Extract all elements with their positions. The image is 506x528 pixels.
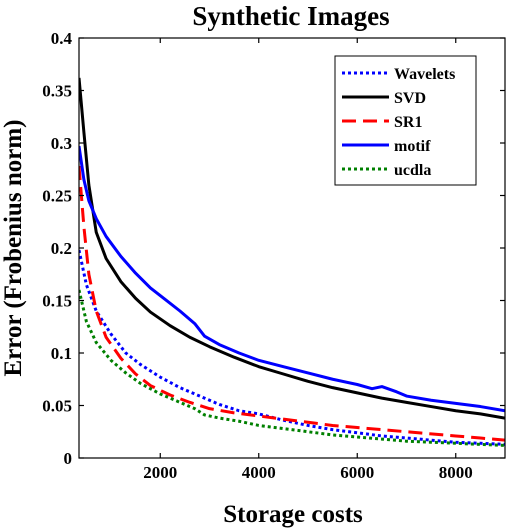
legend: Wavelets SVD SR1 motif ucdla	[334, 55, 477, 186]
x-axis-title: Storage costs	[223, 501, 363, 528]
y-tick-label: 0.05	[42, 397, 72, 416]
legend-label-wavelets: Wavelets	[394, 66, 455, 83]
y-tick-label: 0.35	[42, 82, 72, 101]
y-tick-label: 0.25	[42, 187, 72, 206]
chart-title: Synthetic Images	[192, 1, 389, 31]
legend-label-sr1: SR1	[394, 114, 422, 131]
y-axis-title: Error (Frobenius norm)	[0, 120, 27, 377]
y-tick-label: 0.1	[51, 344, 72, 363]
y-tick-label: 0.15	[42, 292, 72, 311]
legend-label-motif: motif	[394, 138, 431, 155]
plot-area	[79, 77, 505, 447]
x-tick-label: 4000	[242, 463, 276, 482]
axes: 0 0.05 0.1 0.15 0.2 0.25 0.3 0.35 0.4 2000 4000 600…	[42, 29, 506, 482]
y-tick-label: 0	[64, 449, 73, 468]
y-tick-label: 0.3	[51, 134, 72, 153]
x-tick-label: 6000	[340, 463, 374, 482]
x-tick-label: 2000	[143, 463, 177, 482]
y-tick-label: 0.4	[51, 29, 73, 48]
legend-label-svd: SVD	[394, 90, 426, 107]
x-tick-label: 8000	[439, 463, 473, 482]
series-line-sr1	[79, 165, 505, 442]
series-line-svd	[79, 77, 505, 420]
legend-box	[334, 55, 477, 186]
y-tick-label: 0.2	[51, 239, 72, 258]
series-line-wavelets	[79, 249, 505, 446]
series-line-motif	[79, 145, 505, 413]
legend-label-ucdla: ucdla	[394, 162, 431, 179]
series-line-ucdla	[79, 289, 505, 447]
